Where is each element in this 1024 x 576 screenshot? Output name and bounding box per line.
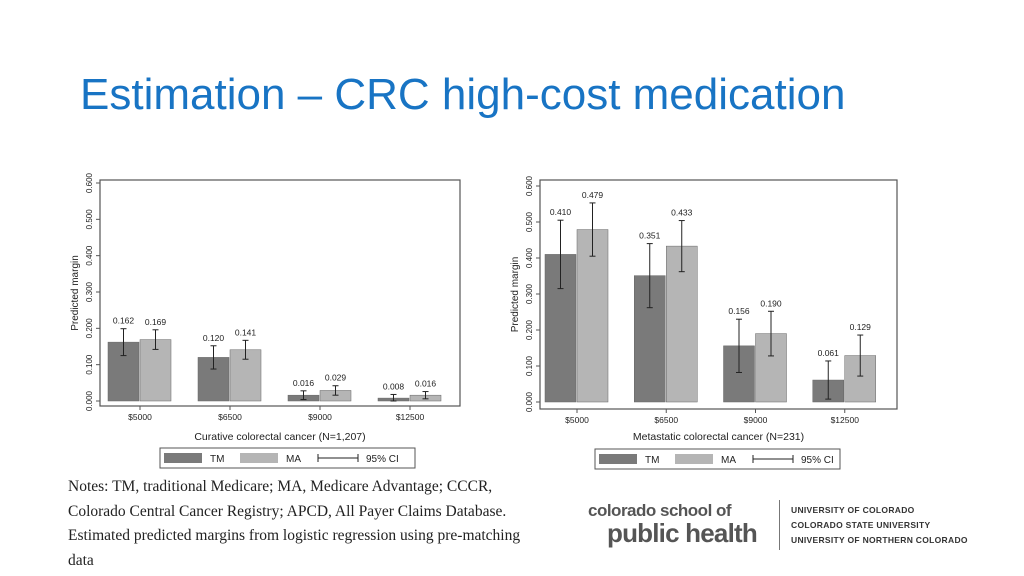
y-tick-label: 0.500 bbox=[85, 209, 94, 230]
data-label: 0.433 bbox=[671, 208, 693, 218]
x-tick-label: $9000 bbox=[308, 412, 332, 422]
y-tick-label: 0.600 bbox=[525, 175, 534, 196]
data-label: 0.016 bbox=[293, 378, 315, 388]
y-tick-label: 0.400 bbox=[525, 247, 534, 268]
data-label: 0.190 bbox=[760, 298, 782, 308]
y-tick-label: 0.000 bbox=[85, 390, 94, 411]
x-tick-label: $12500 bbox=[831, 415, 860, 425]
x-tick-label: $6500 bbox=[654, 415, 678, 425]
legend-label-tm: TM bbox=[210, 454, 224, 465]
x-axis-label: Curative colorectal cancer (N=1,207) bbox=[194, 431, 365, 443]
legend-swatch-tm bbox=[599, 454, 637, 464]
bar-ma bbox=[139, 339, 172, 402]
y-tick-label: 0.500 bbox=[525, 211, 534, 232]
school-logo-line1: colorado school of bbox=[588, 501, 732, 520]
data-label: 0.162 bbox=[113, 316, 135, 326]
legend-label-ci: 95% CI bbox=[366, 454, 399, 465]
data-label: 0.351 bbox=[639, 231, 661, 241]
legend-swatch-tm bbox=[164, 453, 202, 463]
legend-label-ma: MA bbox=[721, 455, 736, 466]
legend-label-ma: MA bbox=[286, 454, 301, 465]
y-tick-label: 0.600 bbox=[85, 172, 94, 193]
data-label: 0.008 bbox=[383, 381, 405, 391]
notes-text: Notes: TM, traditional Medicare; MA, Med… bbox=[68, 478, 521, 569]
legend-label-ci: 95% CI bbox=[801, 455, 834, 466]
data-label: 0.141 bbox=[235, 327, 257, 337]
data-label: 0.156 bbox=[728, 306, 750, 316]
metastatic-crc-chart: 0.000 0.100 0.200 0.300 0.400 0.500 0.600 Predi… bbox=[510, 175, 898, 470]
data-label: 0.129 bbox=[850, 322, 872, 332]
y-tick-label: 0.400 bbox=[85, 245, 94, 266]
data-label: 0.016 bbox=[415, 379, 437, 389]
x-tick-label: $9000 bbox=[744, 415, 768, 425]
x-tick-label: $5000 bbox=[565, 415, 589, 425]
y-tick-label: 0.300 bbox=[525, 283, 534, 304]
university-name: UNIVERSITY OF COLORADO bbox=[791, 505, 915, 515]
logo-divider bbox=[779, 500, 780, 550]
x-tick-label: $5000 bbox=[128, 412, 152, 422]
y-tick-label: 0.200 bbox=[85, 318, 94, 339]
slide-title: Estimation – CRC high-cost medication bbox=[80, 70, 846, 119]
x-axis-label: Metastatic colorectal cancer (N=231) bbox=[633, 431, 804, 443]
y-tick-label: 0.300 bbox=[85, 281, 94, 302]
legend-label-tm: TM bbox=[645, 455, 659, 466]
school-logo-line2: public health bbox=[607, 518, 758, 548]
y-axis-label: Predicted margin bbox=[70, 255, 81, 331]
legend-box bbox=[159, 447, 416, 469]
data-label: 0.410 bbox=[550, 207, 572, 217]
y-tick-label: 0.000 bbox=[525, 391, 534, 412]
university-name: UNIVERSITY OF NORTHERN COLORADO bbox=[791, 535, 968, 545]
data-label: 0.029 bbox=[325, 373, 347, 383]
data-label: 0.061 bbox=[818, 348, 840, 358]
legend-swatch-ma bbox=[675, 454, 713, 464]
legend-swatch-ma bbox=[240, 453, 278, 463]
data-label: 0.169 bbox=[145, 317, 167, 327]
x-tick-label: $6500 bbox=[218, 412, 242, 422]
logo-block: colorado school of public health UNIVERS… bbox=[585, 498, 1005, 558]
y-tick-label: 0.100 bbox=[85, 354, 94, 375]
x-tick-label: $12500 bbox=[396, 412, 425, 422]
data-label: 0.479 bbox=[582, 190, 604, 200]
bar-ma bbox=[576, 229, 609, 403]
y-axis-label: Predicted margin bbox=[510, 257, 521, 333]
data-label: 0.120 bbox=[203, 333, 225, 343]
university-name: COLORADO STATE UNIVERSITY bbox=[791, 520, 931, 530]
curative-crc-chart: 0.000 0.100 0.200 0.300 0.400 0.500 0.600 Predi… bbox=[70, 172, 461, 469]
y-tick-label: 0.200 bbox=[525, 319, 534, 340]
y-tick-label: 0.100 bbox=[525, 355, 534, 376]
legend-box bbox=[594, 448, 841, 470]
